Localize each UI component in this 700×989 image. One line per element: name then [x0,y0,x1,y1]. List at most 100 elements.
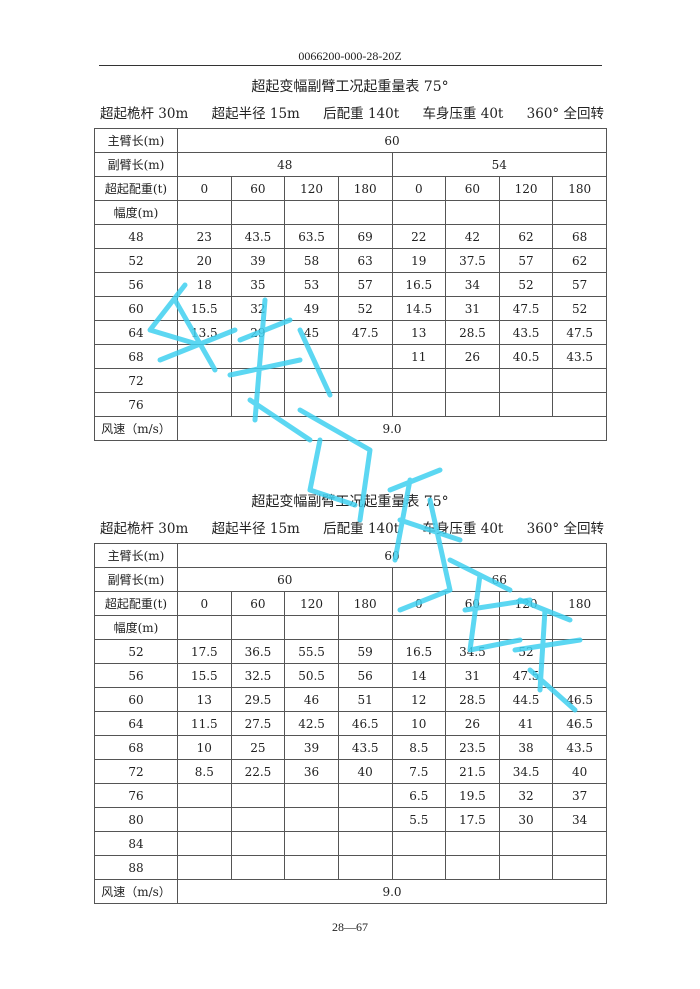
main-boom-row: 主臂长(m) 60 [94,128,607,153]
capacity-value: 17.5 [177,639,232,664]
page-number: 28—67 [332,920,368,934]
capacity-value: 26 [445,344,500,369]
capacity-value: 11 [391,344,447,369]
capacity-value [230,392,286,417]
condition-item: 后配重 140t [323,106,400,122]
capacity-value: 40.5 [498,344,554,369]
table-cell [391,200,447,225]
table-cell [177,615,232,640]
capacity-value: 55.5 [284,639,339,664]
counterweight-value: 180 [337,591,393,616]
capacity-value: 32.5 [230,663,286,688]
condition-item: 360° 全回转 [526,521,604,537]
capacity-value: 19 [391,248,447,273]
table-row: 80 5.5 17.5 30 34 [94,807,607,832]
radius-value: 68 [94,735,178,760]
capacity-value: 45 [284,320,339,345]
capacity-value: 10 [391,711,447,736]
capacity-value: 39 [230,248,286,273]
table-row: 52 20 39 58 63 19 37.5 57 62 [94,248,607,273]
capacity-value: 43.5 [498,320,554,345]
capacity-value: 29.5 [230,687,286,712]
table-cell [284,200,339,225]
table-row: 88 [94,855,607,880]
capacity-value: 34.5 [445,639,500,664]
capacity-value: 15.5 [177,663,232,688]
table-cell [337,200,393,225]
table-cell [177,200,232,225]
table-cell [230,200,286,225]
capacity-value: 14.5 [391,296,447,321]
table-row: 64 11.5 27.5 42.5 46.5 10 26 41 46.5 [94,711,607,736]
capacity-value: 57 [552,272,607,297]
table-row: 76 6.5 19.5 32 37 [94,783,607,808]
capacity-value: 7.5 [391,759,447,784]
capacity-value: 62 [552,248,607,273]
load-chart-table: 主臂长(m) 60 副臂长(m) 60 66 超起配重(t) 0 60 120 180 0 60 120… [94,543,607,904]
condition-item: 超起半径 15m [211,521,300,537]
capacity-value: 39 [284,735,339,760]
counterweight-value: 180 [552,591,607,616]
radius-value: 64 [94,320,178,345]
radius-value: 80 [94,807,178,832]
capacity-value: 13 [391,320,447,345]
table-row: 60 15.5 32 49 52 14.5 31 47.5 52 [94,296,607,321]
counterweight-value: 60 [445,176,500,201]
capacity-value: 47.5 [552,320,607,345]
row-header: 超起配重(t) [94,591,178,616]
capacity-value: 43.5 [337,735,393,760]
jib-row: 副臂长(m) 60 66 [94,567,607,592]
capacity-value: 51 [337,687,393,712]
condition-item: 车身压重 40t [422,106,504,122]
capacity-value: 18 [177,272,232,297]
capacity-value [552,855,607,880]
capacity-value: 14 [391,663,447,688]
capacity-value [177,807,232,832]
capacity-value: 52 [552,296,607,321]
jib-length: 60 [177,567,393,592]
table-row: 72 [94,368,607,393]
radius-value: 56 [94,272,178,297]
load-chart-table: 主臂长(m) 60 副臂长(m) 48 54 超起配重(t) 0 60 120 180 0 60 120… [94,128,607,441]
counterweight-row: 超起配重(t) 0 60 120 180 0 60 120 180 [94,176,607,201]
capacity-value: 5.5 [391,807,447,832]
radius-value: 52 [94,639,178,664]
capacity-value [337,855,393,880]
condition-item: 后配重 140t [323,521,400,537]
capacity-value: 25 [230,735,286,760]
capacity-value: 46.5 [552,711,607,736]
capacity-value [391,392,447,417]
capacity-value [391,831,447,856]
capacity-value: 23 [177,224,232,249]
table-title: 超起变幅副臂工况起重量表 75° [251,494,449,510]
radius-value: 76 [94,392,178,417]
capacity-value [552,639,607,664]
table-cell [230,615,286,640]
capacity-value [498,368,554,393]
capacity-value: 15.5 [177,296,232,321]
capacity-value: 46 [284,687,339,712]
condition-item: 超起桅杆 30m [100,521,189,537]
capacity-value: 42.5 [284,711,339,736]
row-header: 风速（m/s） [94,879,178,904]
capacity-value: 28.5 [445,320,500,345]
capacity-value: 31 [445,663,500,688]
radius-value: 48 [94,224,178,249]
main-boom-row: 主臂长(m) 60 [94,543,607,568]
table-title: 超起变幅副臂工况起重量表 75° [251,79,449,95]
capacity-value [230,783,286,808]
capacity-value: 29 [230,320,286,345]
jib-length: 48 [177,152,393,177]
capacity-value: 13 [177,687,232,712]
capacity-value: 6.5 [391,783,447,808]
counterweight-value: 120 [498,591,554,616]
counterweight-value: 0 [391,176,447,201]
capacity-value [284,783,339,808]
capacity-value: 34 [552,807,607,832]
table-row: 68 11 26 40.5 43.5 [94,344,607,369]
condition-item: 360° 全回转 [526,106,604,122]
capacity-value [445,831,500,856]
capacity-value: 62 [498,224,554,249]
capacity-value: 37.5 [445,248,500,273]
radius-value: 88 [94,855,178,880]
